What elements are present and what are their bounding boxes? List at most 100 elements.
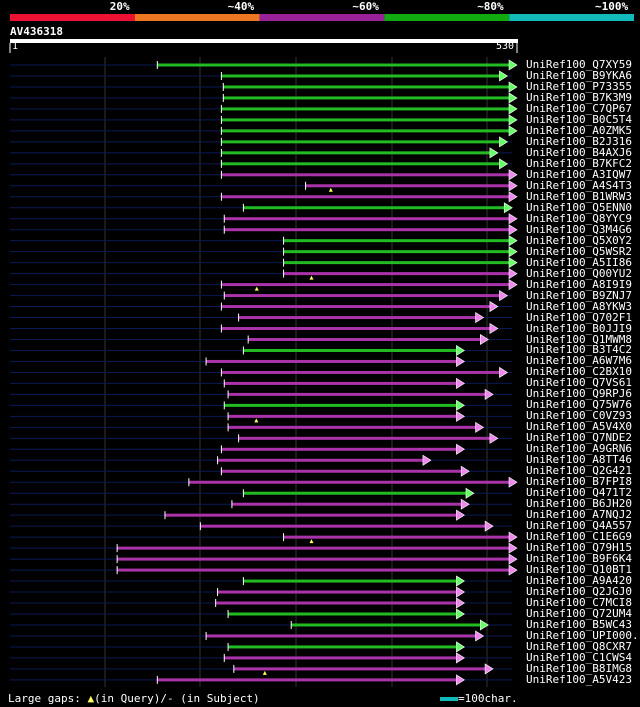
hit-label[interactable]: UniRef100_C0VZ93 [526, 409, 632, 423]
hit-row [10, 674, 512, 686]
hit-row [10, 103, 518, 115]
hit-end-arrow [508, 103, 518, 115]
hit-label[interactable]: UniRef100_B0C5T4 [526, 112, 632, 126]
hit-label[interactable]: UniRef100_Q2G421 [526, 464, 632, 478]
hit-end-arrow [508, 257, 518, 269]
hit-label[interactable]: UniRef100_A8YKW3 [526, 299, 632, 313]
hit-row [10, 366, 512, 378]
hit-label[interactable]: UniRef100_B1WRW3 [526, 189, 632, 203]
hit-label[interactable]: UniRef100_C7MCI8 [526, 596, 632, 610]
hit-bar [248, 338, 484, 341]
legend-prefix: Large gaps: [8, 692, 88, 705]
hit-label[interactable]: UniRef100_A4S4T3 [526, 178, 632, 192]
hit-label[interactable]: UniRef100_Q00YU2 [526, 266, 632, 280]
hit-label[interactable]: UniRef100_UPI000.. [526, 628, 640, 642]
scale-segment-5 [509, 14, 634, 21]
hit-bar [223, 96, 512, 100]
hit-label[interactable]: UniRef100_C2BX10 [526, 365, 632, 379]
hit-label[interactable]: UniRef100_A3IQW7 [526, 167, 632, 181]
hit-end-arrow [456, 344, 465, 357]
hit-label[interactable]: UniRef100_Q1MWM8 [526, 332, 632, 346]
hit-label[interactable]: UniRef100_C1E6G9 [526, 530, 632, 544]
hit-label[interactable]: UniRef100_Q79H15 [526, 541, 632, 555]
hit-label[interactable]: UniRef100_B3T4C2 [526, 343, 632, 357]
hit-end-arrow [508, 224, 518, 236]
hit-label[interactable]: UniRef100_B7KFC2 [526, 156, 632, 170]
hit-end-arrow [489, 432, 499, 444]
hit-label[interactable]: UniRef100_B0JJI9 [526, 321, 632, 335]
hit-label[interactable]: UniRef100_B9ZNJ7 [526, 288, 632, 302]
hit-end-arrow [456, 674, 465, 686]
hit-label[interactable]: UniRef100_Q7XY59 [526, 58, 632, 71]
hit-label[interactable]: UniRef100_Q10BT1 [526, 563, 632, 577]
hit-label[interactable]: UniRef100_A9A420 [526, 574, 632, 588]
hit-row [10, 59, 518, 71]
hit-label[interactable]: UniRef100_A5II86 [526, 255, 632, 269]
hit-label[interactable]: UniRef100_B7K3M9 [526, 90, 632, 104]
hit-label[interactable]: UniRef100_Q8YYC9 [526, 211, 632, 225]
hit-end-arrow [508, 268, 518, 280]
hit-label[interactable]: UniRef100_Q7NDE2 [526, 431, 632, 445]
hit-bar [224, 294, 503, 298]
hit-label[interactable]: UniRef100_Q702F1 [526, 310, 632, 324]
hit-label[interactable]: UniRef100_B2J316 [526, 134, 632, 148]
hit-label[interactable]: UniRef100_A0ZMK5 [526, 123, 632, 137]
hit-label[interactable]: UniRef100_Q5WSR2 [526, 244, 632, 258]
hit-label[interactable]: UniRef100_C7QP67 [526, 101, 632, 115]
hit-label[interactable]: UniRef100_Q5ENN0 [526, 200, 632, 214]
hit-label[interactable]: UniRef100_Q8CXR7 [526, 639, 632, 653]
hit-end-arrow [456, 641, 465, 653]
hit-label[interactable]: UniRef100_Q471T2 [526, 486, 632, 500]
hit-label[interactable]: UniRef100_P73355 [526, 79, 632, 93]
hit-label[interactable]: UniRef100_B7FPI8 [526, 475, 632, 489]
hit-label[interactable]: UniRef100_A9GRN6 [526, 442, 632, 456]
hit-bar [224, 403, 460, 407]
hit-end-arrow [460, 465, 470, 477]
hit-label[interactable]: UniRef100_Q5X0Y2 [526, 233, 632, 247]
hit-end-arrow [508, 180, 518, 192]
scale-label-1: 20% [109, 0, 130, 13]
hit-label[interactable]: UniRef100_Q75W76 [526, 398, 632, 412]
hit-label[interactable]: UniRef100_Q2JGJ0 [526, 585, 632, 599]
hit-end-arrow [508, 542, 518, 554]
hit-label[interactable]: UniRef100_C1CWS4 [526, 650, 632, 664]
hit-label[interactable]: UniRef100_B6JH20 [526, 497, 632, 511]
hit-label[interactable]: UniRef100_B4AXJ6 [526, 145, 632, 159]
hit-end-arrow [508, 125, 518, 137]
hit-row [10, 125, 518, 137]
query-gap-marker [254, 286, 259, 291]
hit-label[interactable]: UniRef100_Q4A557 [526, 519, 632, 533]
hit-row [10, 476, 518, 488]
hit-row [10, 597, 512, 609]
hit-row [10, 641, 512, 653]
hit-label[interactable]: UniRef100_A8TT46 [526, 453, 632, 467]
hit-row [10, 224, 518, 236]
hit-label[interactable]: UniRef100_A6W7M6 [526, 354, 632, 368]
hit-end-arrow [475, 421, 485, 433]
hit-label[interactable]: UniRef100_Q3M4G6 [526, 222, 632, 236]
hit-bar [243, 206, 508, 210]
scale-label-4: ~80% [477, 0, 504, 13]
hit-label[interactable]: UniRef100_A5V4X0 [526, 420, 632, 434]
hit-row [10, 355, 512, 368]
hit-label[interactable]: UniRef100_Q72UM4 [526, 607, 632, 620]
hit-bar [221, 151, 493, 155]
hit-label[interactable]: UniRef100_B8IMG8 [526, 661, 632, 675]
hit-row [10, 257, 518, 269]
hit-end-arrow [456, 652, 465, 664]
hit-row [10, 575, 512, 587]
hit-label[interactable]: UniRef100_Q7VS61 [526, 376, 632, 390]
hit-label[interactable]: UniRef100_A8I9I9 [526, 277, 632, 291]
scale-bar-icon [440, 697, 458, 701]
hit-bar [223, 85, 512, 89]
hit-label[interactable]: UniRef100_A7NQJ2 [526, 508, 632, 522]
hit-label[interactable]: UniRef100_B9YKA6 [526, 68, 632, 82]
hit-row [10, 279, 518, 291]
hit-label[interactable]: UniRef100_A5V423 [526, 672, 632, 686]
hit-bar [224, 228, 512, 232]
hit-end-arrow [456, 509, 465, 521]
hit-label[interactable]: UniRef100_B9F6K4 [526, 552, 632, 566]
hit-bar [221, 469, 465, 473]
hit-label[interactable]: UniRef100_B5WC43 [526, 617, 632, 631]
hit-label[interactable]: UniRef100_Q9RPJ6 [526, 387, 632, 401]
